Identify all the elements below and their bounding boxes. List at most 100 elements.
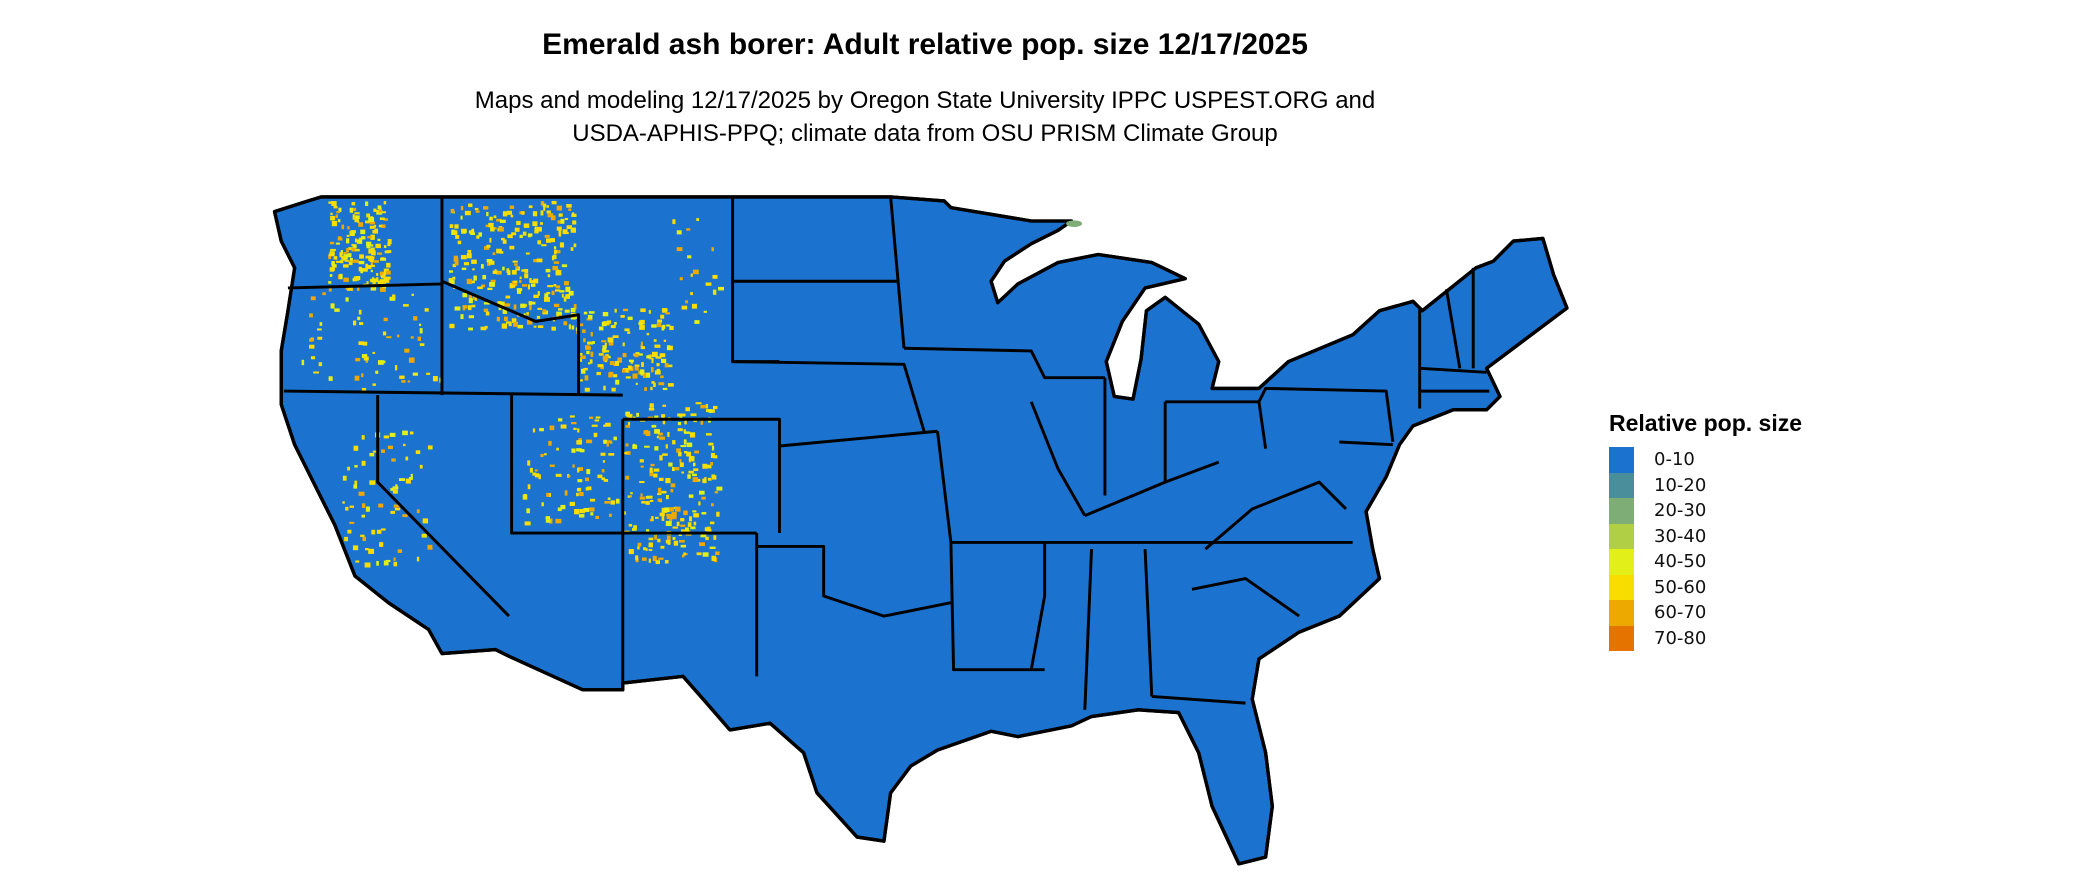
state-border <box>949 542 1045 672</box>
hotspot-cell <box>613 436 617 441</box>
hotspot-cell <box>648 407 655 411</box>
hotspot-cell <box>383 218 389 221</box>
hotspot-cell <box>586 350 590 355</box>
hotspot-cell <box>349 521 355 524</box>
hotspot-cell <box>690 273 693 277</box>
hotspot-cell <box>555 285 561 289</box>
hotspot-cell <box>640 341 643 345</box>
hotspot-cell <box>472 268 475 271</box>
hotspot-cell <box>671 467 675 472</box>
hotspot-cell <box>511 280 518 286</box>
hotspot-cell <box>532 472 537 476</box>
hotspot-cell <box>643 547 647 551</box>
hotspot-cell <box>606 320 612 324</box>
hotspot-cell <box>576 487 582 492</box>
hotspot-cell <box>365 506 370 512</box>
hotspot-cell <box>564 281 569 286</box>
hotspot-cell <box>509 245 515 250</box>
hotspot-cell <box>483 302 490 305</box>
hotspot-cell <box>642 372 647 379</box>
hotspot-cell <box>633 525 637 531</box>
hotspot-cell <box>370 234 375 240</box>
hotspot-cell <box>636 412 640 417</box>
hotspot-cell <box>705 282 712 286</box>
hotspot-cell <box>516 290 522 294</box>
hotspot-cell <box>503 316 508 322</box>
hotspot-cell <box>427 544 433 550</box>
hotspot-cell <box>662 308 668 313</box>
hotspot-cell <box>373 208 377 212</box>
hotspot-cell <box>383 268 389 273</box>
hotspot-cell <box>542 310 549 315</box>
hotspot-cell <box>665 444 668 449</box>
hotspot-cell <box>371 529 376 535</box>
hotspot-cell <box>328 376 333 381</box>
hotspot-cell <box>342 501 345 504</box>
legend-swatch <box>1609 574 1634 600</box>
hotspot-cell <box>482 275 487 280</box>
hotspot-cell <box>338 207 342 212</box>
hotspot-cell <box>492 252 496 256</box>
hotspot-cell <box>366 244 371 249</box>
hotspot-cell <box>358 260 365 265</box>
hotspot-cell <box>450 280 455 285</box>
hotspot-cell <box>355 215 360 220</box>
hotspot-cell <box>390 487 394 491</box>
hotspot-cell <box>352 207 357 212</box>
hotspot-cell <box>349 257 353 261</box>
hotspot-cell <box>690 413 697 417</box>
hotspot-cell <box>665 539 671 544</box>
hotspot-cell <box>485 311 490 316</box>
hotspot-cell <box>648 548 653 552</box>
hotspot-cell <box>530 301 536 305</box>
hotspot-cell <box>653 339 657 342</box>
hotspot-cell <box>540 222 543 225</box>
hotspot-cell <box>680 445 687 448</box>
hotspot-cell <box>602 355 609 361</box>
hotspot-cell <box>373 224 377 228</box>
hotspot-cell <box>677 428 683 432</box>
legend-item: 50-60 <box>1609 574 1802 600</box>
hotspot-cell <box>347 529 352 534</box>
hotspot-cell <box>555 473 562 477</box>
hotspot-cell <box>401 380 406 383</box>
hotspot-cell <box>520 303 526 308</box>
hotspot-cell <box>615 379 620 385</box>
hotspot-cell <box>521 211 525 215</box>
hotspot-cell <box>486 212 489 217</box>
us-border <box>272 195 1569 866</box>
subtitle-line-1: Maps and modeling 12/17/2025 by Oregon S… <box>474 87 1376 114</box>
hotspot-cell <box>365 220 370 224</box>
hotspot-cell <box>559 242 565 248</box>
hotspot-cell <box>717 286 724 291</box>
hotspot-cell <box>474 298 477 301</box>
hotspot-cell <box>545 268 551 273</box>
hotspot-cell <box>688 470 694 474</box>
hotspot-cell <box>343 264 349 268</box>
hotspot-cell <box>606 442 609 447</box>
hotspot-cell <box>470 232 476 235</box>
hotspot-cell <box>471 259 477 264</box>
hotspot-cell <box>527 234 531 238</box>
map-subtitle: Maps and modeling 12/17/2025 by Oregon S… <box>380 84 1470 150</box>
hotspot-cell <box>625 376 631 379</box>
hotspot-cell <box>361 268 368 272</box>
hotspot-cell <box>502 211 508 217</box>
hotspot-cell <box>626 370 630 373</box>
hotspot-cell <box>376 273 379 276</box>
hotspot-cell <box>369 452 375 457</box>
hotspot-cell <box>645 372 651 378</box>
hotspot-cell <box>628 549 634 555</box>
hotspot-cell <box>375 370 379 374</box>
state-border <box>1257 386 1395 443</box>
hotspot-cell <box>699 490 705 495</box>
hotspot-cell <box>640 344 643 347</box>
hotspot-cell <box>615 498 620 504</box>
hotspot-cell <box>626 451 631 455</box>
hotspot-cell <box>316 328 322 331</box>
hotspot-cell <box>371 278 377 283</box>
hotspot-cell <box>645 496 649 499</box>
hotspot-cell <box>346 248 349 253</box>
hotspot-cell <box>335 242 340 245</box>
hotspot-cell <box>309 313 313 318</box>
